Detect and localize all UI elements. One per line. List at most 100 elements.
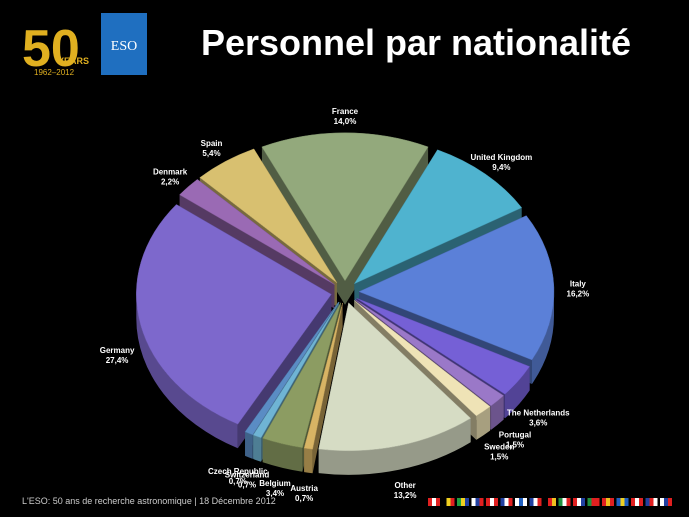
slice-side bbox=[476, 406, 491, 440]
flag-stripe bbox=[500, 498, 505, 506]
slice-value-label: 3,6% bbox=[529, 418, 547, 427]
flag-stripe bbox=[486, 498, 490, 506]
flag-stripe bbox=[581, 498, 585, 506]
logo-years: YEARS bbox=[58, 56, 89, 66]
flag-stripe bbox=[436, 498, 440, 506]
flag-stripe bbox=[606, 498, 610, 506]
slice-label: United Kingdom bbox=[471, 153, 533, 162]
slice-label: Czech Republic bbox=[208, 467, 268, 476]
slice-value-label: 2,2% bbox=[161, 177, 179, 186]
flag-stripe bbox=[610, 498, 614, 506]
slice bbox=[252, 302, 340, 439]
slice-side bbox=[318, 418, 471, 475]
flag-stripe bbox=[515, 498, 519, 506]
flag-stripe bbox=[461, 498, 465, 506]
flag-stripe bbox=[494, 498, 498, 506]
flag-stripe bbox=[645, 498, 650, 506]
slice-label: Austria bbox=[290, 484, 318, 493]
flag-stripe bbox=[595, 498, 600, 506]
slice-side bbox=[505, 366, 530, 419]
slice-side bbox=[262, 438, 303, 472]
flag-stripe bbox=[533, 498, 538, 506]
flag-stripe bbox=[450, 498, 455, 506]
logo-eso: ESO bbox=[111, 39, 137, 54]
logo-range: 1962–2012 bbox=[34, 68, 75, 77]
slice-side bbox=[491, 395, 504, 430]
flag-stripe bbox=[616, 498, 621, 506]
slice bbox=[179, 179, 335, 285]
flag-stripe bbox=[475, 498, 480, 506]
slice bbox=[353, 149, 523, 285]
logo-box bbox=[101, 13, 147, 75]
slice-value-label: 1,5% bbox=[506, 441, 524, 450]
flag-stripe bbox=[442, 498, 447, 506]
flag-stripe bbox=[508, 498, 513, 506]
slice-value-label: 13,2% bbox=[394, 491, 417, 500]
slice bbox=[358, 215, 555, 361]
flag-stripe bbox=[577, 498, 581, 506]
slice-label: Portugal bbox=[499, 431, 531, 440]
flag-stripe bbox=[471, 498, 476, 506]
slice-label: Germany bbox=[100, 346, 135, 355]
pie bbox=[136, 132, 555, 475]
slice-side bbox=[531, 291, 554, 384]
flag-stripe bbox=[631, 498, 635, 506]
slice-label: Spain bbox=[201, 139, 223, 148]
slice-value-label: 14,0% bbox=[334, 117, 357, 126]
flag-stripe bbox=[573, 498, 577, 506]
flag-stripe bbox=[558, 498, 563, 506]
flag-stripe bbox=[635, 498, 639, 506]
flag-stripe bbox=[624, 498, 629, 506]
slice-value-label: 0,7% bbox=[295, 494, 313, 503]
slice-value-label: 0,7% bbox=[229, 477, 247, 486]
slice-value-label: 9,4% bbox=[492, 163, 510, 172]
flag-stripe bbox=[432, 498, 436, 506]
slice-label: Sweden bbox=[484, 442, 514, 451]
flag-stripe bbox=[552, 498, 556, 506]
flag-stripe bbox=[566, 498, 571, 506]
slice bbox=[136, 204, 332, 425]
slice-label: Italy bbox=[570, 280, 587, 289]
flags bbox=[428, 498, 672, 506]
flag-stripe bbox=[523, 498, 527, 506]
slice-label: Other bbox=[394, 481, 415, 490]
flag-stripe bbox=[602, 498, 606, 506]
slice-side bbox=[245, 431, 253, 459]
flag-stripe bbox=[562, 498, 567, 506]
slice bbox=[244, 301, 339, 436]
slice bbox=[303, 302, 343, 450]
flag-stripe bbox=[591, 498, 596, 506]
slice-label: The Netherlands bbox=[507, 408, 570, 417]
slice-label: Belgium bbox=[259, 479, 291, 488]
slice bbox=[261, 132, 429, 282]
slice-value-label: 1,5% bbox=[490, 452, 508, 461]
slice-value-label: 16,2% bbox=[567, 290, 590, 299]
slice bbox=[356, 298, 530, 395]
slice-value-label: 5,4% bbox=[202, 149, 220, 158]
flag-stripe bbox=[660, 498, 664, 506]
flag-stripe bbox=[664, 498, 668, 506]
slice-side bbox=[253, 435, 262, 462]
flag-stripe bbox=[639, 498, 643, 506]
flag-stripe bbox=[457, 498, 461, 506]
slice bbox=[355, 299, 505, 407]
flag-stripe bbox=[504, 498, 509, 506]
flag-stripe bbox=[649, 498, 654, 506]
flag-stripe bbox=[537, 498, 542, 506]
footer: L'ESO: 50 ans de recherche astronomique … bbox=[22, 496, 276, 506]
slice-label: Denmark bbox=[153, 167, 188, 176]
slice bbox=[354, 300, 491, 417]
flag-stripe bbox=[668, 498, 672, 506]
flag-stripe bbox=[653, 498, 658, 506]
slice-side bbox=[304, 448, 313, 474]
slice-value-label: 3,4% bbox=[266, 489, 284, 498]
chart-title: Personnel par nationalité bbox=[201, 22, 631, 63]
slice-value-label: 27,4% bbox=[106, 356, 129, 365]
flag-stripe bbox=[479, 498, 484, 506]
flag-stripe bbox=[548, 498, 552, 506]
flag-stripe bbox=[490, 498, 494, 506]
slice-side bbox=[136, 294, 238, 449]
slice-label: Switzerland bbox=[225, 470, 270, 479]
